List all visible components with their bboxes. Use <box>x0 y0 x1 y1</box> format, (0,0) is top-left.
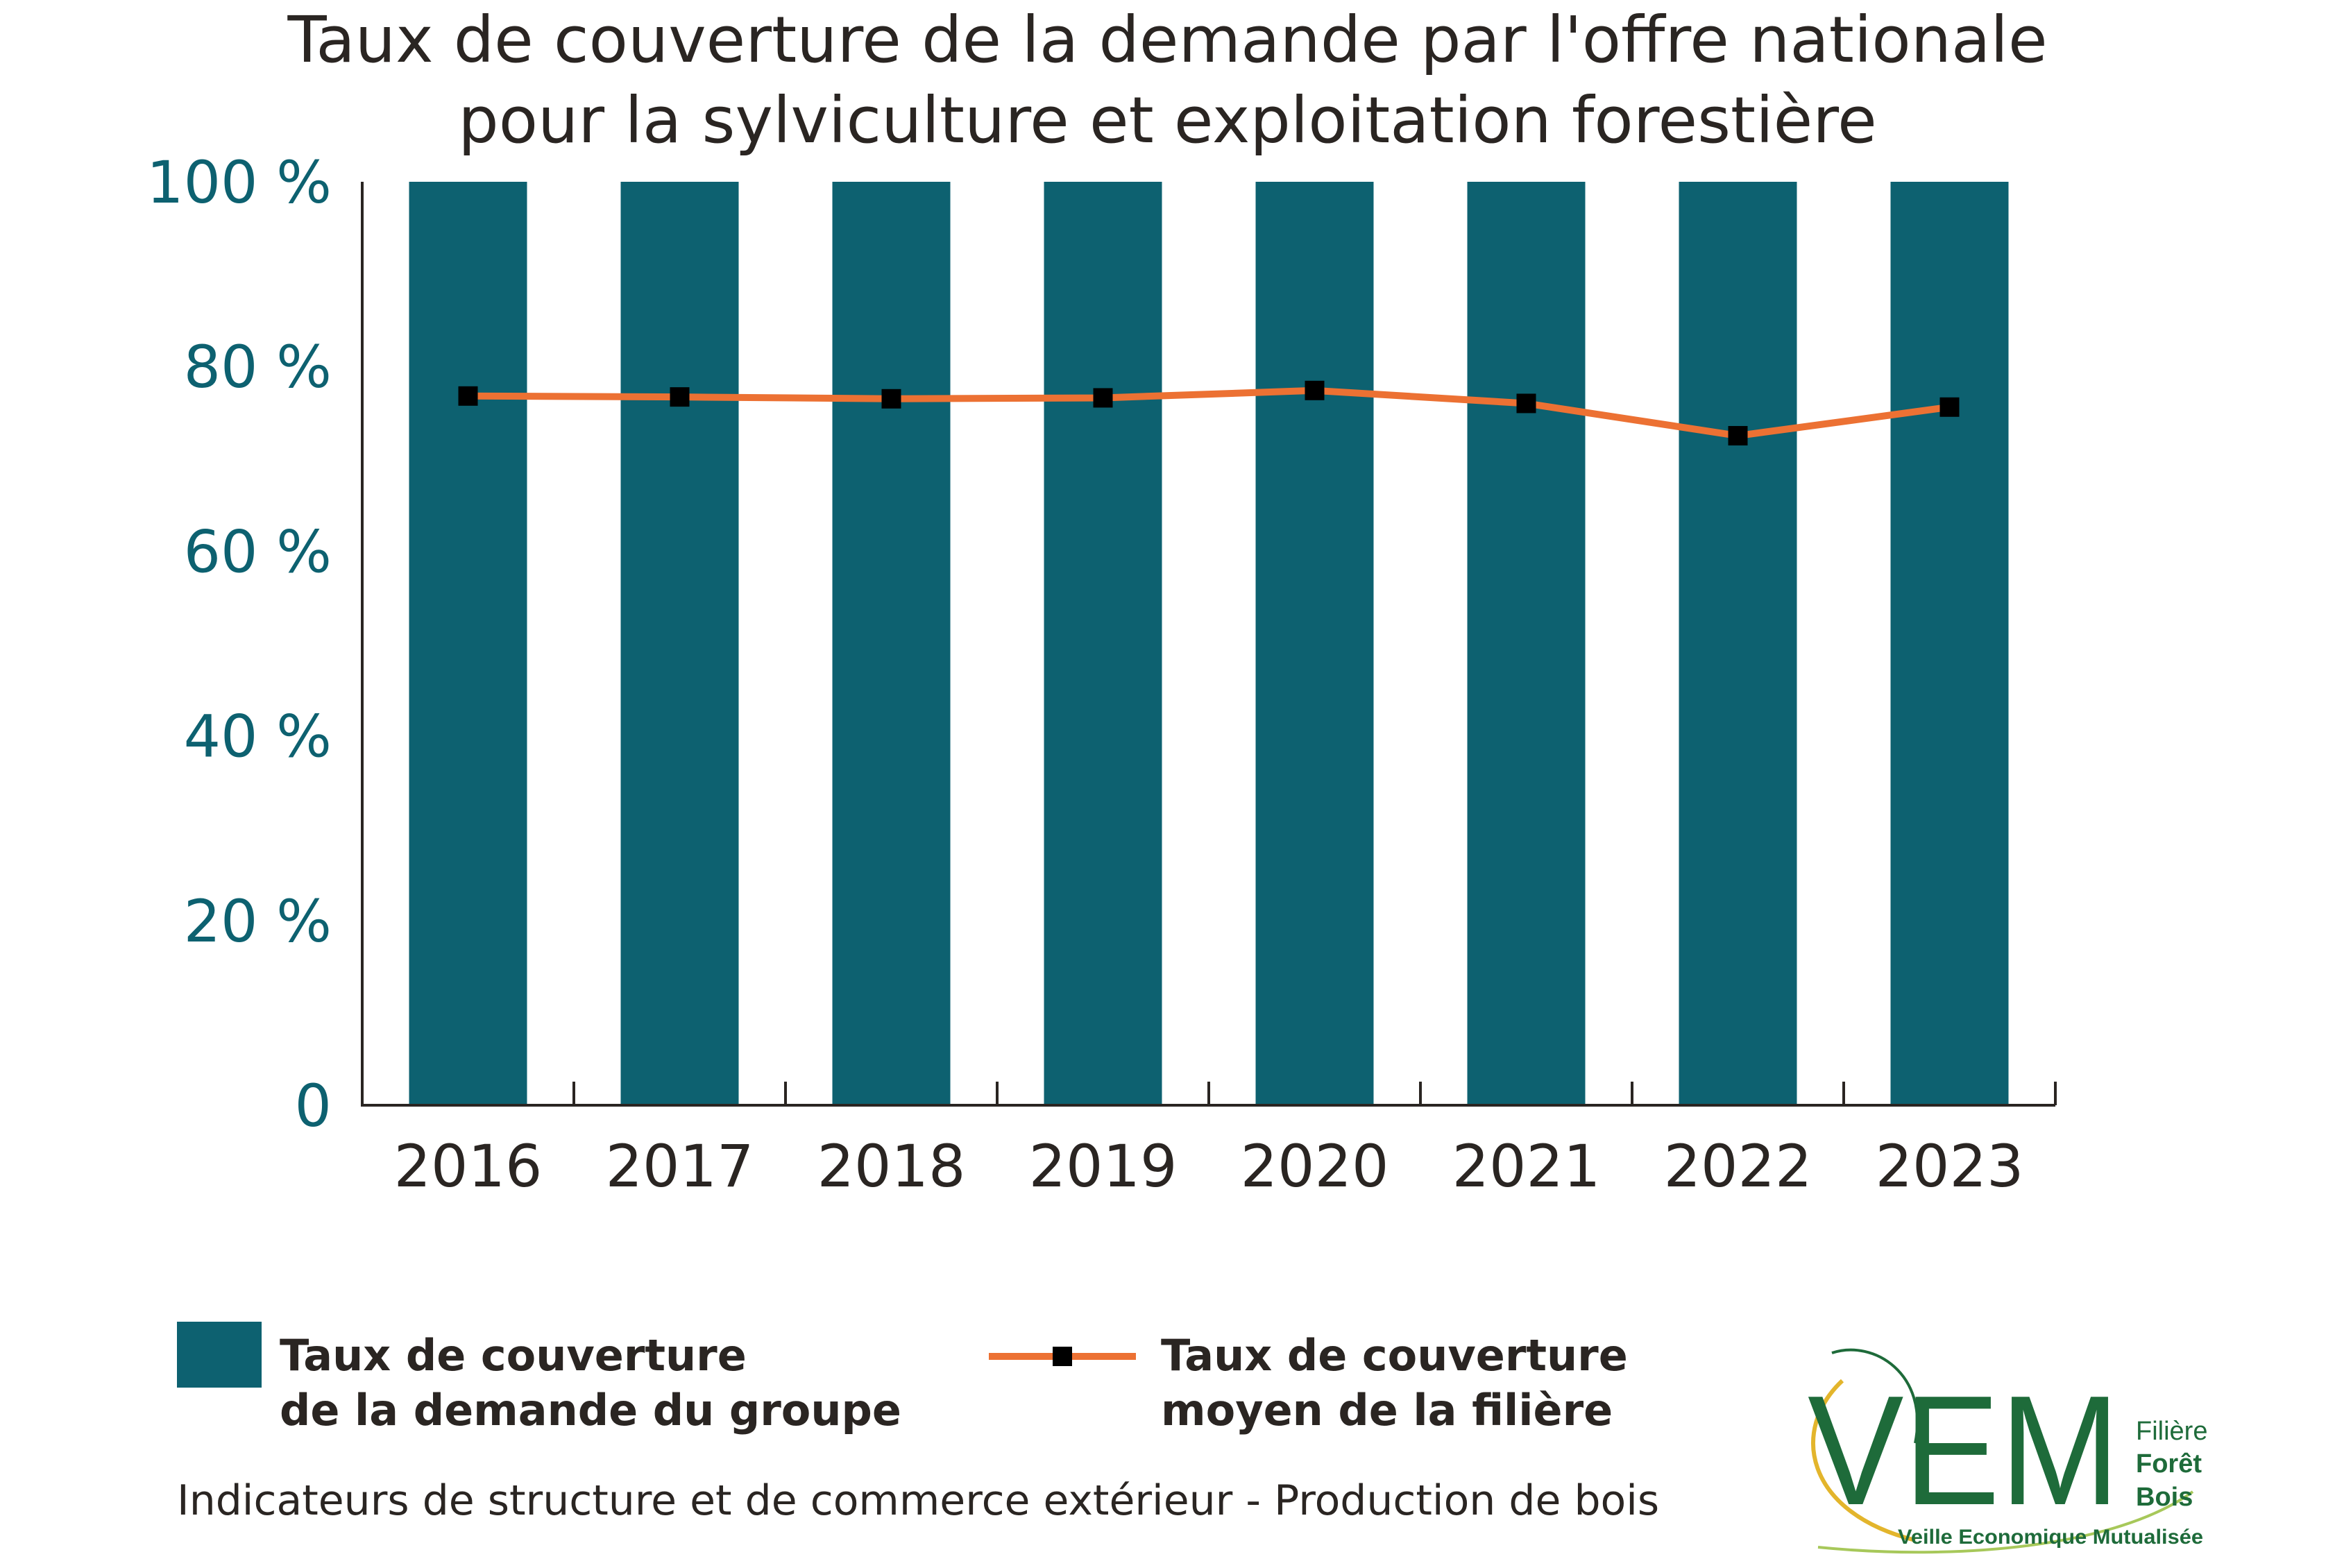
x-tick-label-2018: 2018 <box>817 1132 966 1200</box>
bar-2020 <box>1255 182 1374 1105</box>
x-tick-label-2016: 2016 <box>394 1132 543 1200</box>
axes <box>361 182 2055 1107</box>
line-point-2016 <box>458 386 478 406</box>
y-tick-labels: 0 20 % 40 % 60 % 80 % 100 % <box>146 148 332 1140</box>
x-tick-label-2022: 2022 <box>1664 1132 1812 1200</box>
line-point-2017 <box>670 387 690 407</box>
logo-swoosh-arc <box>1831 1348 1919 1444</box>
y-tick-label-60: 60 % <box>184 518 332 586</box>
logo-mark: VEM <box>1808 1363 2120 1537</box>
x-tick-label-2017: 2017 <box>606 1132 754 1200</box>
legend-label-bar-line-1: Taux de couverture <box>280 1330 747 1381</box>
y-tick-label-0: 0 <box>295 1072 332 1140</box>
logo-side-line-3: Bois <box>2136 1483 2193 1512</box>
bar-series <box>409 182 2009 1105</box>
legend: Taux de couverture de la demande du grou… <box>177 1322 1628 1435</box>
vem-logo: VEM Filière Forêt Bois Veille Economique… <box>1808 1348 2207 1554</box>
chart-title-line-1: Taux de couverture de la demande par l'o… <box>287 3 2048 77</box>
line-series <box>458 380 1960 446</box>
logo-tagline: Veille Economique Mutualisée <box>1898 1526 2203 1549</box>
x-tick-labels: 2016 2017 2018 2019 2020 2021 2022 2023 <box>394 1132 2024 1200</box>
footer-source: Indicateurs de structure et de commerce … <box>177 1476 1660 1525</box>
line-filiere <box>468 386 1951 440</box>
logo-swoosh-accent <box>1811 1379 1916 1542</box>
legend-swatch-bar <box>177 1322 262 1388</box>
y-tick-label-40: 40 % <box>184 703 332 771</box>
chart-title: Taux de couverture de la demande par l'o… <box>0 0 2335 161</box>
line-point-2022 <box>1728 426 1748 446</box>
line-point-2021 <box>1516 393 1536 414</box>
x-tick-label-2020: 2020 <box>1241 1132 1389 1200</box>
x-tick-label-2023: 2023 <box>1876 1132 2024 1200</box>
bar-2018 <box>832 182 951 1105</box>
y-tick-label-20: 20 % <box>184 887 332 955</box>
line-point-2020 <box>1305 380 1325 400</box>
line-point-2023 <box>1939 397 1960 417</box>
x-tick-marks <box>572 1082 2057 1105</box>
bar-2022 <box>1679 182 1797 1105</box>
chart-title-line-2: pour la sylviculture et exploitation for… <box>458 83 1877 157</box>
x-tick-label-2021: 2021 <box>1452 1132 1601 1200</box>
y-tick-label-80: 80 % <box>184 333 332 401</box>
x-tick-label-2019: 2019 <box>1029 1132 1178 1200</box>
legend-swatch-marker <box>1053 1347 1072 1366</box>
bar-2019 <box>1044 182 1162 1105</box>
legend-label-bar-line-2: de la demande du groupe <box>280 1385 901 1435</box>
bar-2023 <box>1890 182 2009 1105</box>
bar-2021 <box>1467 182 1586 1105</box>
bar-2016 <box>409 182 527 1105</box>
y-tick-label-100: 100 % <box>146 148 332 216</box>
legend-label-line-line-1: Taux de couverture <box>1161 1330 1628 1381</box>
logo-side-line-1: Filière <box>2136 1417 2207 1446</box>
logo-side-line-2: Forêt <box>2136 1449 2202 1478</box>
bar-2017 <box>620 182 739 1105</box>
legend-label-line-line-2: moyen de la filière <box>1161 1385 1613 1435</box>
logo-swoosh-lower <box>1817 1490 2194 1554</box>
line-point-2019 <box>1093 388 1113 408</box>
line-point-2018 <box>881 389 901 409</box>
